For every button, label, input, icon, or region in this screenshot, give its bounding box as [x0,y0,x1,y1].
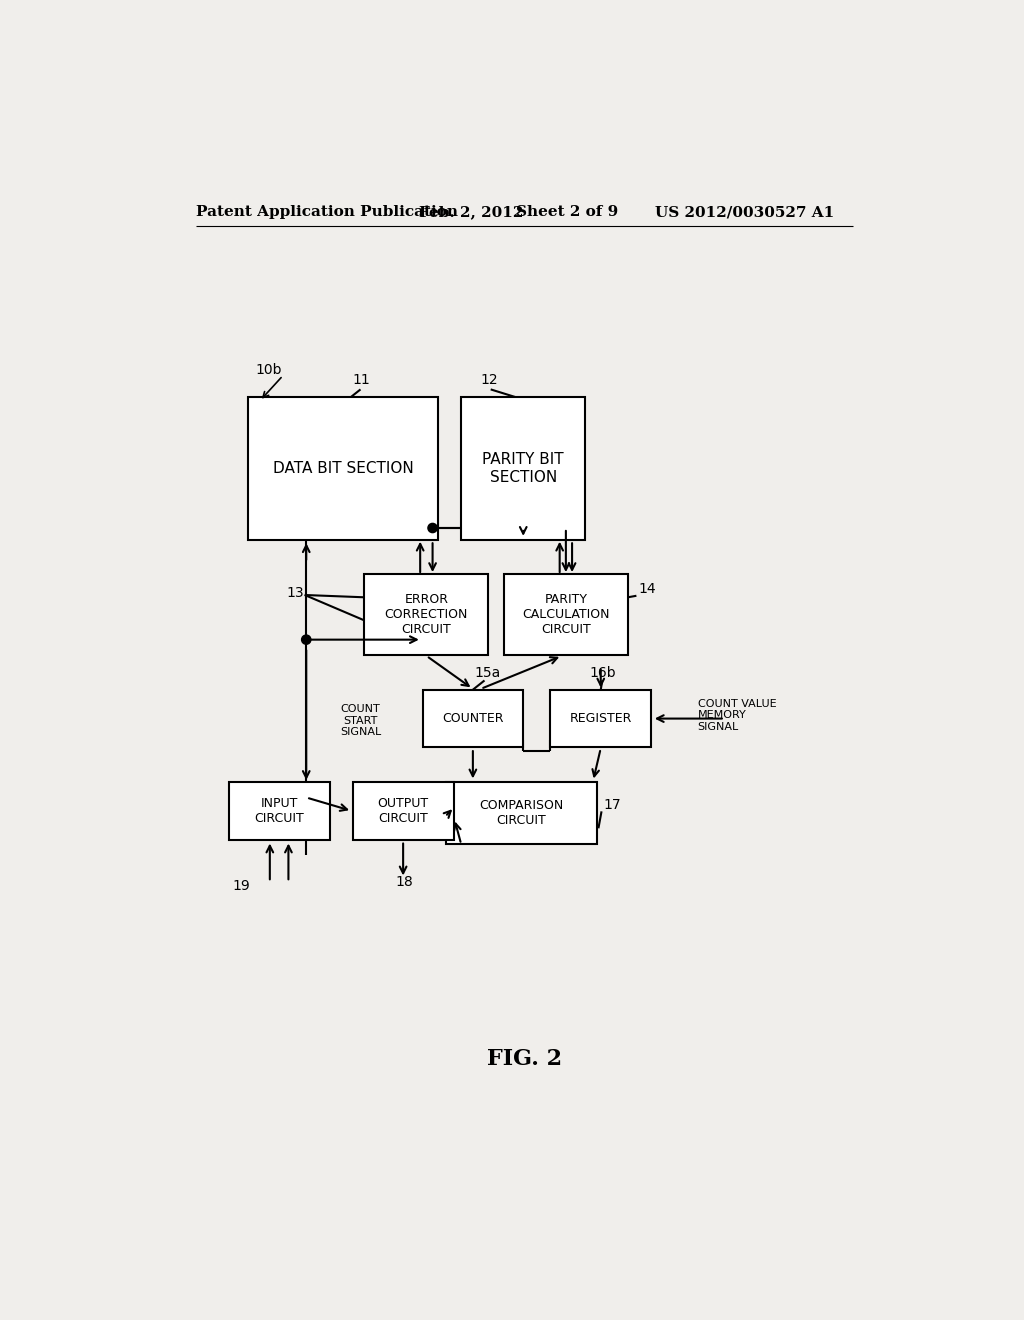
Bar [248,397,438,540]
Text: PARITY
CALCULATION
CIRCUIT: PARITY CALCULATION CIRCUIT [522,593,609,636]
Text: 19: 19 [232,879,251,892]
Text: US 2012/0030527 A1: US 2012/0030527 A1 [655,205,835,219]
Text: 17: 17 [603,799,621,812]
Text: 11: 11 [352,374,371,387]
Bar [228,781,330,840]
Bar [504,574,628,655]
Text: PARITY BIT
SECTION: PARITY BIT SECTION [482,453,564,484]
Text: Patent Application Publication: Patent Application Publication [197,205,458,219]
Text: COUNT
START
SIGNAL: COUNT START SIGNAL [340,704,381,737]
Circle shape [428,523,437,532]
Bar [365,574,488,655]
Text: OUTPUT
CIRCUIT: OUTPUT CIRCUIT [378,797,429,825]
Text: 15a: 15a [474,665,501,680]
Bar [461,397,586,540]
Text: INPUT
CIRCUIT: INPUT CIRCUIT [254,797,304,825]
Text: ERROR
CORRECTION
CIRCUIT: ERROR CORRECTION CIRCUIT [385,593,468,636]
Text: FIG. 2: FIG. 2 [487,1048,562,1071]
Text: COUNTER: COUNTER [442,711,504,725]
Text: REGISTER: REGISTER [569,711,632,725]
Bar [550,689,651,747]
Text: COMPARISON
CIRCUIT: COMPARISON CIRCUIT [479,799,563,826]
Bar [423,689,523,747]
Bar [445,781,597,843]
Text: DATA BIT SECTION: DATA BIT SECTION [272,461,414,475]
Circle shape [302,635,311,644]
Text: 13: 13 [287,586,304,601]
Text: 18: 18 [395,875,413,890]
Bar [352,781,454,840]
Text: 10b: 10b [256,363,283,378]
Text: 12: 12 [480,374,499,387]
Text: Feb. 2, 2012: Feb. 2, 2012 [419,205,523,219]
Text: Sheet 2 of 9: Sheet 2 of 9 [515,205,617,219]
Text: COUNT VALUE
MEMORY
SIGNAL: COUNT VALUE MEMORY SIGNAL [697,698,776,731]
Text: 16b: 16b [590,665,616,680]
Text: 14: 14 [638,582,655,597]
